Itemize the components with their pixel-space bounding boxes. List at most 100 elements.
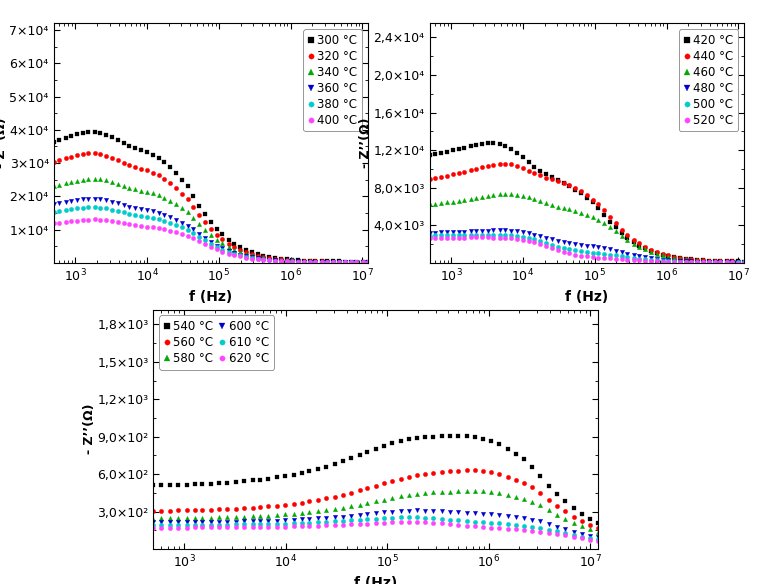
340 °C [113,180,122,187]
300 °C [49,138,58,145]
Line: 600 °C: 600 °C [151,508,601,539]
360 °C [113,200,122,207]
580 °C [198,515,207,522]
340 °C [364,259,373,266]
460 °C [459,196,469,203]
Y-axis label: - Z’’(Ω): - Z’’(Ω) [359,118,372,168]
340 °C [90,175,99,182]
460 °C [483,193,492,200]
620 °C [404,519,413,526]
520 °C [459,234,469,241]
X-axis label: f (Hz): f (Hz) [354,576,397,584]
Legend: 300 °C, 320 °C, 340 °C, 360 °C, 380 °C, 400 °C: 300 °C, 320 °C, 340 °C, 360 °C, 380 °C, … [303,29,362,131]
620 °C [314,522,323,529]
500 °C [734,259,743,266]
420 °C [734,258,743,265]
360 °C [130,204,140,211]
560 °C [462,467,471,474]
420 °C [489,140,498,147]
440 °C [547,176,556,183]
520 °C [547,244,556,251]
480 °C [710,259,719,266]
Line: 520 °C: 520 °C [427,235,746,265]
320 °C [171,185,180,192]
500 °C [489,231,498,238]
400 °C [171,228,180,235]
520 °C [425,234,434,241]
320 °C [49,158,58,165]
600 °C [256,517,265,524]
580 °C [149,515,158,522]
380 °C [334,259,344,266]
460 °C [710,258,719,265]
540 °C [594,519,603,526]
500 °C [739,259,749,266]
300 °C [358,258,367,265]
360 °C [364,259,373,266]
360 °C [90,196,99,203]
400 °C [334,259,344,266]
610 °C [198,522,207,529]
580 °C [232,513,241,520]
560 °C [149,507,158,515]
540 °C [232,478,241,485]
600 °C [149,519,158,526]
Legend: 420 °C, 440 °C, 460 °C, 480 °C, 500 °C, 520 °C: 420 °C, 440 °C, 460 °C, 480 °C, 500 °C, … [679,29,738,131]
380 °C [49,208,58,215]
540 °C [314,465,323,472]
440 °C [710,258,719,265]
420 °C [739,258,749,265]
340 °C [334,258,344,265]
540 °C [552,490,561,497]
Line: 400 °C: 400 °C [51,217,370,265]
520 °C [734,259,743,266]
320 °C [84,150,93,157]
420 °C [459,144,469,151]
Line: 340 °C: 340 °C [51,177,370,265]
340 °C [171,201,180,208]
360 °C [49,200,58,207]
440 °C [734,258,743,265]
300 °C [90,128,99,135]
340 °C [130,186,140,193]
300 °C [84,128,93,135]
Line: 610 °C: 610 °C [151,515,601,541]
380 °C [171,221,180,228]
Line: 440 °C: 440 °C [427,162,746,264]
440 °C [506,161,515,168]
560 °C [256,503,265,510]
480 °C [425,229,434,236]
360 °C [84,196,93,203]
440 °C [501,160,510,167]
300 °C [364,258,373,265]
600 °C [412,507,421,514]
540 °C [149,482,158,489]
600 °C [198,519,207,526]
400 °C [49,220,58,227]
420 °C [710,258,719,265]
500 °C [425,232,434,239]
440 °C [425,175,434,182]
560 °C [594,524,603,531]
320 °C [364,258,373,265]
380 °C [130,211,140,218]
300 °C [113,137,122,144]
600 °C [552,523,561,530]
520 °C [506,235,515,242]
460 °C [547,201,556,208]
620 °C [552,530,561,537]
620 °C [586,536,595,543]
Line: 360 °C: 360 °C [51,197,370,265]
320 °C [113,157,122,164]
Y-axis label: - Z’’(Ω): - Z’’(Ω) [83,404,96,454]
Line: 420 °C: 420 °C [427,141,746,264]
610 °C [594,536,603,543]
Line: 300 °C: 300 °C [51,130,370,264]
480 °C [483,227,492,234]
520 °C [739,259,749,266]
Line: 480 °C: 480 °C [427,228,746,265]
460 °C [739,259,749,266]
380 °C [84,204,93,211]
420 °C [425,151,434,158]
460 °C [734,258,743,265]
